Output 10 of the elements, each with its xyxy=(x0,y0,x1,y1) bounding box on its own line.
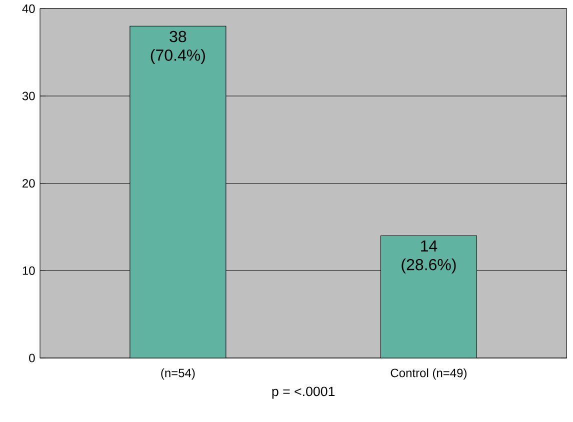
y-tick-label: 0 xyxy=(29,354,35,362)
x-tick-label: Control (n=49) xyxy=(390,368,466,380)
y-tick-label: 20 xyxy=(22,179,35,188)
x-tick-label: (n=54) xyxy=(161,368,195,380)
y-tick-label: 40 xyxy=(22,4,35,13)
text: p = <.0001 xyxy=(272,386,335,399)
y-tick-label: 10 xyxy=(22,266,35,275)
data-label: 38 (70.4%) xyxy=(150,30,205,64)
data-label: 14 (28.6%) xyxy=(402,240,456,274)
y-tick-label: 30 xyxy=(22,92,35,100)
